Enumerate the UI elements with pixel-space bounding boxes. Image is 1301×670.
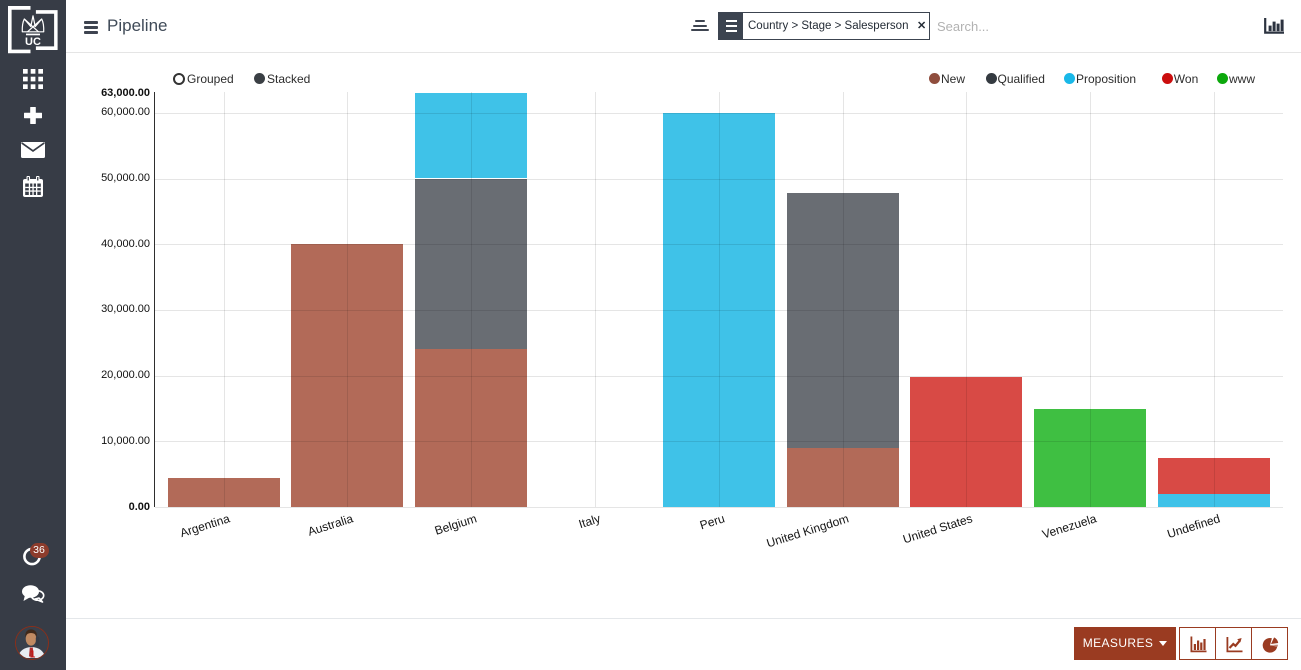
svg-text:1: 1: [30, 650, 36, 659]
svg-text:UC: UC: [25, 36, 41, 48]
